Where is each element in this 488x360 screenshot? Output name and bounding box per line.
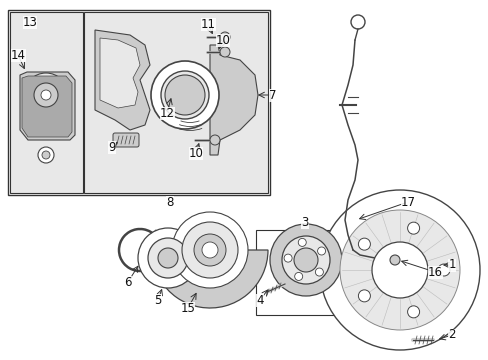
Circle shape xyxy=(38,147,54,163)
Text: 10: 10 xyxy=(188,147,203,159)
Polygon shape xyxy=(20,72,75,140)
Text: 9: 9 xyxy=(108,140,116,153)
Circle shape xyxy=(182,222,238,278)
Text: 15: 15 xyxy=(180,302,195,315)
Text: 3: 3 xyxy=(301,216,308,229)
Circle shape xyxy=(202,242,218,258)
Text: 5: 5 xyxy=(154,293,162,306)
Text: 17: 17 xyxy=(400,195,415,208)
Circle shape xyxy=(358,238,369,250)
Circle shape xyxy=(34,83,58,107)
Bar xyxy=(8,10,269,195)
Text: 8: 8 xyxy=(166,195,173,208)
Circle shape xyxy=(294,273,302,280)
Circle shape xyxy=(164,75,204,115)
Text: 6: 6 xyxy=(124,275,131,288)
FancyBboxPatch shape xyxy=(113,133,139,147)
Circle shape xyxy=(172,212,247,288)
Bar xyxy=(256,230,355,315)
Polygon shape xyxy=(22,76,72,137)
Text: 11: 11 xyxy=(200,18,215,31)
Circle shape xyxy=(389,255,399,265)
Circle shape xyxy=(151,61,219,129)
Text: 10: 10 xyxy=(215,33,230,46)
Circle shape xyxy=(350,15,364,29)
Circle shape xyxy=(407,306,419,318)
Circle shape xyxy=(407,222,419,234)
Polygon shape xyxy=(95,30,150,130)
Circle shape xyxy=(148,238,187,278)
Circle shape xyxy=(24,73,68,117)
Text: 16: 16 xyxy=(427,266,442,279)
Text: 4: 4 xyxy=(256,293,263,306)
Circle shape xyxy=(339,210,459,330)
Circle shape xyxy=(284,254,291,262)
Circle shape xyxy=(41,90,51,100)
Text: 1: 1 xyxy=(447,258,455,271)
Text: 2: 2 xyxy=(447,328,455,342)
Polygon shape xyxy=(209,45,258,155)
Circle shape xyxy=(42,151,50,159)
Circle shape xyxy=(209,135,220,145)
Circle shape xyxy=(293,248,317,272)
Circle shape xyxy=(161,71,208,119)
Text: 7: 7 xyxy=(269,89,276,102)
Circle shape xyxy=(298,238,305,246)
Circle shape xyxy=(220,47,229,57)
Text: 12: 12 xyxy=(159,107,174,120)
Circle shape xyxy=(371,242,427,298)
Circle shape xyxy=(315,268,323,276)
Wedge shape xyxy=(152,230,267,308)
Text: 14: 14 xyxy=(10,49,25,62)
Circle shape xyxy=(220,32,229,42)
Circle shape xyxy=(319,190,479,350)
Bar xyxy=(10,12,83,193)
Circle shape xyxy=(358,290,369,302)
Circle shape xyxy=(282,236,329,284)
Circle shape xyxy=(158,248,178,268)
Circle shape xyxy=(317,247,325,255)
Bar xyxy=(84,12,267,193)
Polygon shape xyxy=(100,38,140,108)
Text: 13: 13 xyxy=(22,15,38,28)
Circle shape xyxy=(194,234,225,266)
Circle shape xyxy=(138,228,198,288)
Circle shape xyxy=(437,264,449,276)
Circle shape xyxy=(269,224,341,296)
